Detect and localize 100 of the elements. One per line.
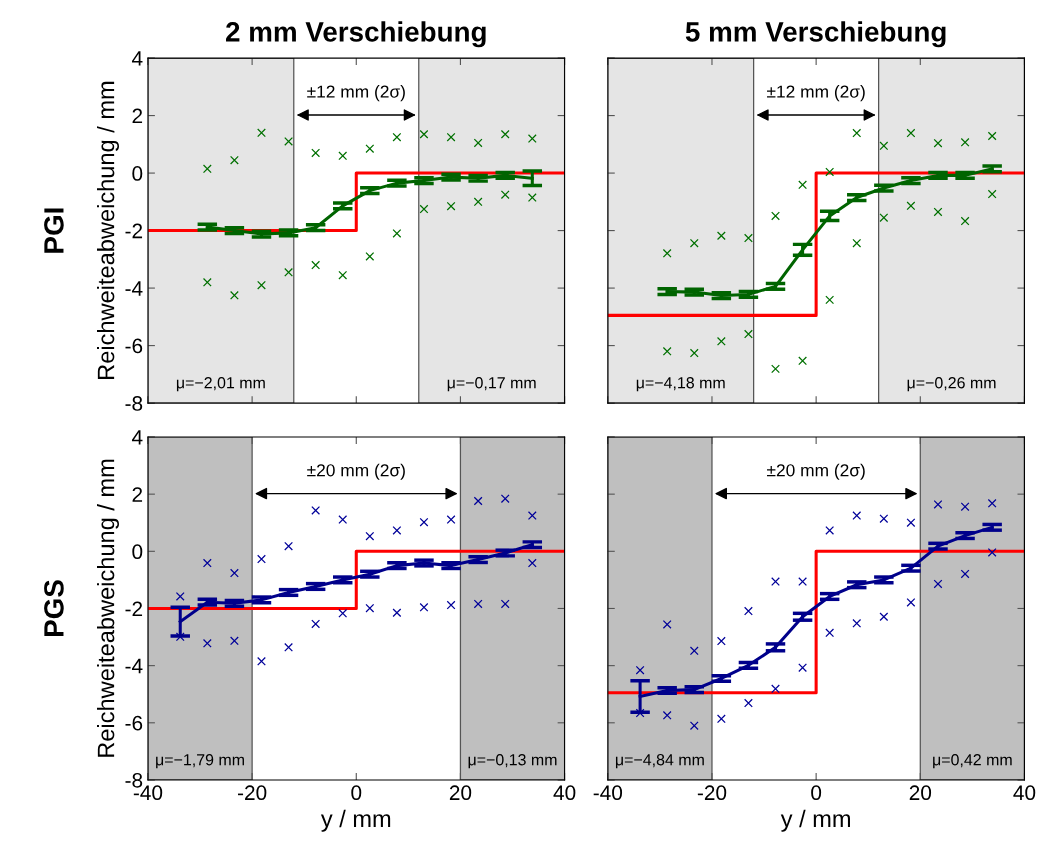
band-label: μ=−4,18 mm: [636, 377, 725, 392]
point: [879, 141, 889, 151]
point: [716, 714, 726, 724]
point: [257, 554, 266, 564]
point: [338, 151, 348, 161]
point: [933, 579, 943, 589]
point: [446, 600, 456, 610]
point: [771, 364, 780, 374]
point: [202, 558, 212, 568]
point: [744, 698, 753, 708]
point: [419, 517, 429, 527]
point: [311, 619, 321, 629]
point: [852, 238, 862, 248]
point: [744, 329, 753, 339]
point: [311, 260, 321, 270]
point: [744, 233, 753, 243]
point: [338, 608, 348, 618]
band-label: μ=−0,13 mm: [468, 754, 557, 769]
point: [365, 531, 375, 541]
point: [716, 636, 726, 646]
point: [284, 267, 293, 277]
point: [662, 346, 672, 356]
point: [825, 167, 835, 177]
point: [798, 180, 808, 190]
point: [284, 541, 293, 551]
point: [933, 207, 943, 217]
point: [419, 129, 429, 139]
point: [473, 138, 483, 148]
point: [527, 134, 537, 144]
point: [229, 155, 239, 165]
point: [175, 632, 185, 642]
point: [365, 144, 375, 154]
point: [662, 710, 672, 720]
point: [311, 148, 321, 158]
y-tick-label: 4: [131, 430, 143, 445]
point: [852, 128, 862, 138]
point: [906, 128, 916, 138]
point: [689, 238, 699, 248]
annotation: ±12 mm (2σ): [307, 85, 405, 102]
band-label: μ=−0,17 mm: [447, 377, 536, 392]
point: [906, 201, 916, 211]
chart-title: 2 mm Verschiebung: [226, 21, 486, 48]
point: [229, 290, 239, 300]
y-tick-label: -8: [125, 396, 143, 411]
point: [771, 577, 780, 587]
x-tick-label: -20: [237, 785, 267, 801]
point: [798, 577, 808, 587]
point: [500, 129, 510, 139]
point: [933, 500, 943, 509]
x-tick-label: 0: [351, 785, 362, 801]
band-label: μ=−4,84 mm: [615, 754, 704, 769]
point: [662, 248, 672, 258]
point: [500, 190, 510, 200]
point: [311, 506, 321, 515]
point: [689, 646, 699, 656]
point: [527, 558, 537, 568]
point: [175, 592, 185, 601]
y-tick-label: -4: [125, 281, 143, 296]
point: [716, 336, 726, 346]
text: PGS: [44, 580, 64, 636]
y-tick-label: -2: [125, 601, 143, 617]
y-tick-label: 2: [132, 487, 143, 502]
point: [771, 211, 780, 221]
band-label: μ=−2,01 mm: [176, 377, 265, 392]
point: [744, 606, 753, 616]
x-tick-label: 20: [909, 785, 932, 801]
y-tick-label: -6: [125, 338, 143, 354]
point: [202, 638, 212, 648]
y-tick-label: 0: [132, 544, 143, 560]
point: [879, 514, 889, 524]
point: [419, 204, 429, 214]
point: [987, 189, 997, 199]
point: [473, 197, 483, 207]
point: [365, 603, 375, 613]
point: [392, 526, 402, 535]
point: [338, 515, 348, 525]
point: [879, 213, 889, 223]
point: [446, 132, 456, 142]
point: [960, 216, 970, 226]
y-tick-label: 2: [132, 108, 143, 124]
point: [906, 598, 916, 607]
point: [500, 494, 510, 504]
point: [365, 252, 375, 261]
point: [229, 636, 239, 646]
band-label: μ=−0,26 mm: [907, 377, 996, 392]
x-tick-label: -20: [697, 785, 727, 801]
annotation: ±12 mm (2σ): [767, 85, 865, 102]
point: [798, 356, 808, 366]
point: [446, 201, 456, 211]
x-axis-title: y / mm: [320, 809, 391, 832]
point: [689, 721, 699, 731]
point: [392, 608, 402, 618]
y-axis-title: Reichweiteabweichung / mm: [97, 459, 120, 757]
y-tick-label: -4: [125, 658, 143, 674]
point: [716, 231, 726, 241]
point: [257, 656, 266, 666]
x-axis-title: y / mm: [780, 809, 850, 832]
point: [202, 277, 212, 287]
point: [202, 164, 212, 174]
point: [473, 599, 483, 609]
